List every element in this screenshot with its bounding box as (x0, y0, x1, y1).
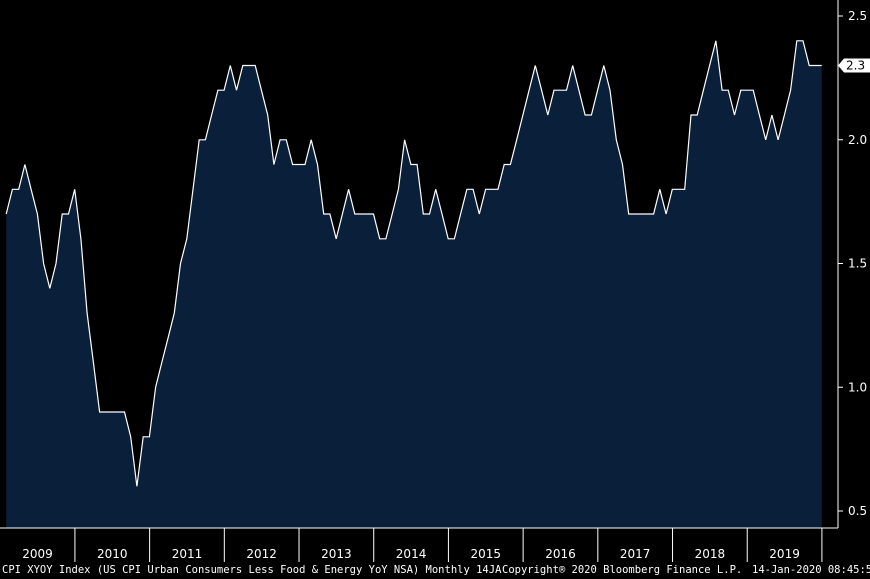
x-tick-label: 2014 (396, 547, 427, 561)
last-value-label: 2.3 (846, 59, 865, 73)
y-tick-label: 2.0 (848, 133, 867, 147)
x-tick-label: 2012 (246, 547, 277, 561)
series-area (6, 40, 822, 529)
x-tick-label: 2010 (97, 547, 128, 561)
x-tick-label: 2009 (22, 547, 53, 561)
copyright-notice: Copyright® 2020 Bloomberg Finance L.P. (502, 564, 743, 576)
x-tick-label: 2011 (172, 547, 203, 561)
last-value-marker (838, 58, 870, 73)
series-line (5, 40, 822, 487)
y-tick-label: 1.5 (848, 257, 867, 271)
footer-bar: CPI XYOY Index (US CPI Urban Consumers L… (0, 562, 870, 579)
x-tick-label: 2017 (620, 547, 651, 561)
x-tick-label: 2019 (769, 547, 800, 561)
axes: 2.5 2.0 1.5 1.0 0.5 2.3 2009 2010 2011 2012 2013 20… (0, 0, 870, 562)
timestamp: 14-Jan-2020 08:45:51 (752, 564, 870, 576)
x-tick-label: 2018 (695, 547, 726, 561)
plot-area (5, 40, 822, 529)
y-tick-label: 2.5 (848, 9, 867, 23)
y-tick-label: 0.5 (848, 504, 867, 518)
y-tick-label: 1.0 (848, 380, 867, 394)
security-description: CPI XYOY Index (US CPI Urban Consumers L… (2, 564, 502, 576)
chart: 2.5 2.0 1.5 1.0 0.5 2.3 2009 2010 2011 2012 2013 20… (0, 0, 870, 562)
x-tick-label: 2015 (471, 547, 502, 561)
x-tick-label: 2016 (545, 547, 576, 561)
x-tick-label: 2013 (321, 547, 352, 561)
